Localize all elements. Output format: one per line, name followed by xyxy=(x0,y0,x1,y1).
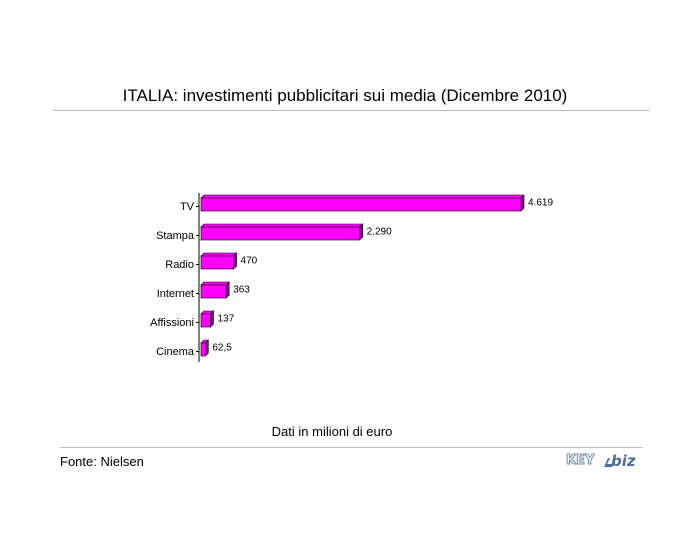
value-label: 137 xyxy=(217,314,234,325)
bar-front-face xyxy=(200,226,360,241)
logo-biz-text: biz xyxy=(611,452,636,470)
logo-swoosh-icon xyxy=(604,458,613,467)
category-label: TV xyxy=(180,201,195,213)
bar-front-face xyxy=(200,197,522,212)
bar-top-face xyxy=(200,223,364,228)
bar-top-face xyxy=(200,252,238,257)
bar-internet xyxy=(200,281,230,299)
value-label: 4.619 xyxy=(528,198,553,209)
chart-title: ITALIA: investimenti pubblicitari sui me… xyxy=(122,86,568,105)
bar-front-face xyxy=(200,284,227,299)
bar-side-face xyxy=(233,252,237,270)
bar-side-face xyxy=(359,223,363,241)
bar-cinema xyxy=(200,339,210,357)
source-note: Fonte: Nielsen xyxy=(60,454,144,469)
bar-front-face xyxy=(200,313,211,328)
category-label: Radio xyxy=(165,259,194,271)
value-label: 62,5 xyxy=(212,343,232,354)
bar-side-face xyxy=(205,339,209,357)
category-label: Internet xyxy=(157,288,194,300)
title-divider xyxy=(52,110,650,111)
bar-top-face xyxy=(200,281,230,286)
bar-side-face xyxy=(520,194,525,212)
category-label: Stampa xyxy=(156,230,195,242)
category-label: Affissioni xyxy=(150,317,194,329)
bar-radio xyxy=(200,252,238,270)
category-label: Cinema xyxy=(156,346,195,358)
key4biz-logo: KEY biz xyxy=(565,452,646,474)
bar-side-face xyxy=(225,281,230,299)
bar-front-face xyxy=(200,342,206,357)
units-caption: Dati in milioni di euro xyxy=(271,424,393,439)
bar-top-face xyxy=(200,194,525,199)
bar-tv xyxy=(200,194,525,212)
value-label: 2.290 xyxy=(367,227,392,238)
bar-side-face xyxy=(210,310,214,328)
value-label: 363 xyxy=(233,285,250,296)
logo-key-text: KEY xyxy=(565,453,595,469)
bar-affissioni xyxy=(200,310,215,328)
footer-divider xyxy=(60,447,643,448)
bar-stampa xyxy=(200,223,364,241)
value-label: 470 xyxy=(241,256,258,267)
bar-front-face xyxy=(200,255,234,270)
